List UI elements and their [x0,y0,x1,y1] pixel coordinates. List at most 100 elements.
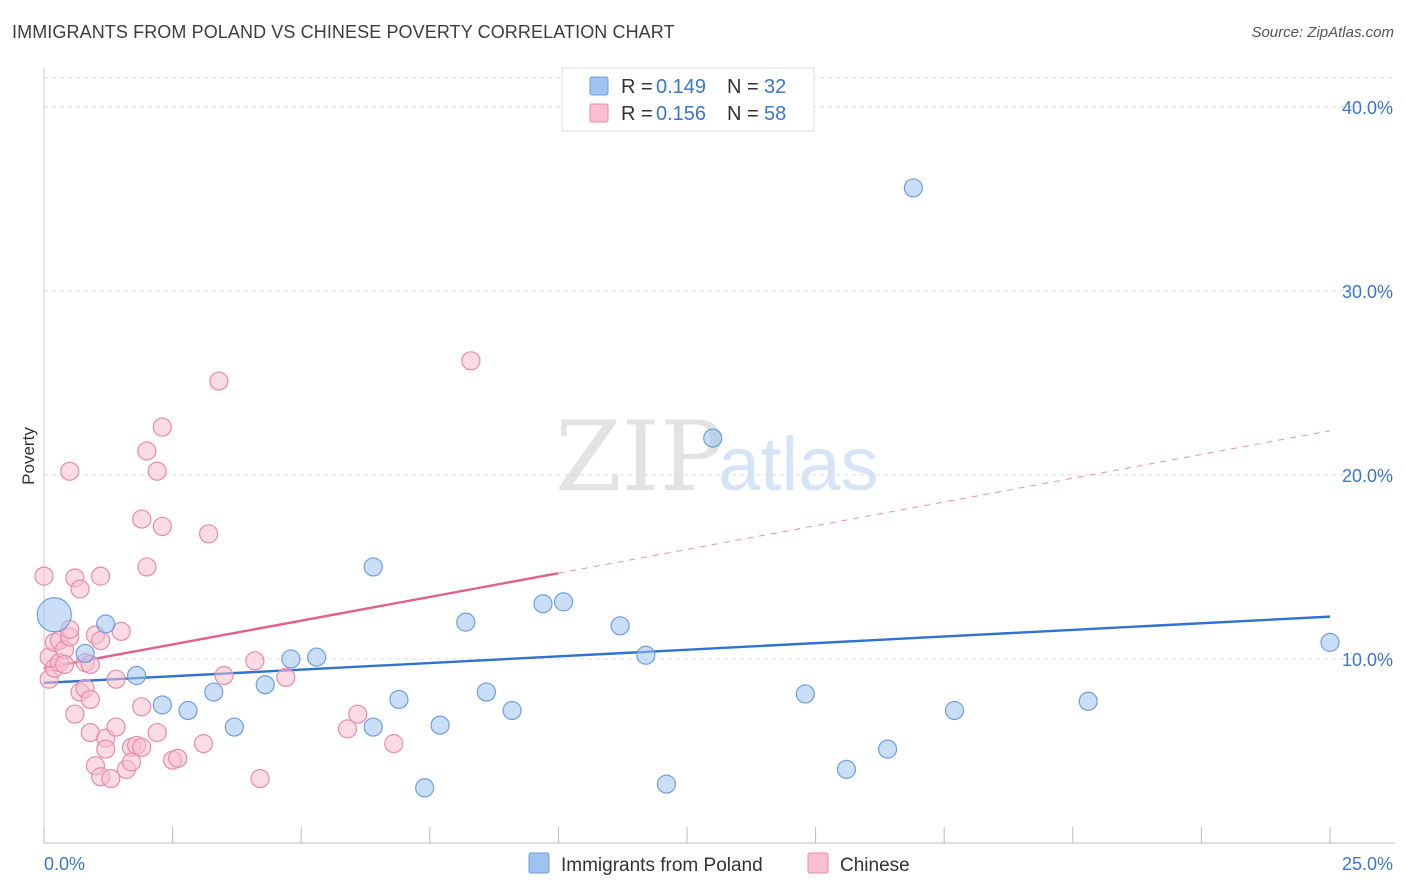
point-chinese [111,621,131,641]
point-poland [363,557,383,577]
point-chinese [34,566,54,586]
tick-labels: 10.0% 20.0% 30.0% 40.0% 0.0% 25.0% [44,98,1393,874]
series-legend-swatch-chinese [807,852,829,874]
point-chinese [132,737,152,757]
gridlines [44,77,1395,660]
legend-n-value-chinese: 58 [764,103,786,125]
y-axis-label: Poverty [19,427,38,485]
point-chinese [147,461,167,481]
point-poland [903,178,923,198]
point-poland [307,647,327,667]
point-chinese [168,748,188,768]
y-tick-label: 30.0% [1342,282,1393,302]
x-tick-label: 25.0% [1342,854,1393,874]
point-chinese [152,417,172,437]
point-poland [836,759,857,779]
legend-r-label-chinese: R = [621,103,653,125]
point-poland [363,717,383,737]
point-poland [415,778,435,798]
trend-line-chinese-extension [558,430,1331,574]
point-poland [1320,632,1340,652]
point-chinese [90,566,111,586]
point-poland [75,643,95,664]
point-chinese [147,722,167,743]
legend-r-value-poland: 0.149 [656,76,706,98]
point-poland [795,684,815,704]
point-poland [533,594,553,614]
trend-line-chinese [43,572,559,670]
point-chinese [106,669,126,689]
point-chinese [137,441,157,461]
point-poland [430,715,450,735]
point-chinese [106,717,126,737]
data-points [34,178,1340,798]
point-poland [476,682,496,702]
point-chinese [65,704,85,724]
point-chinese [60,461,80,481]
point-poland [178,700,198,721]
x-tick-label: 0.0% [44,854,85,874]
point-poland [610,616,630,636]
point-poland [553,592,574,612]
axes [43,68,1395,844]
point-poland [636,645,656,665]
stats-legend: R = 0.149 N = 32 R = 0.156 N = 58 [561,67,815,132]
series-legend-swatch-poland [528,852,550,874]
point-chinese [193,734,214,754]
point-chinese [199,524,219,544]
source-label: Source: ZipAtlas.com [1251,24,1394,41]
point-poland [656,774,677,794]
point-chinese [245,651,265,671]
point-chinese [96,739,116,759]
point-poland [878,739,898,759]
point-poland [255,675,275,695]
point-poland [152,695,172,715]
point-chinese [214,665,234,686]
point-poland [1078,691,1098,711]
y-tick-label: 10.0% [1342,650,1393,670]
chart-title: IMMIGRANTS FROM POLAND VS CHINESE POVERT… [12,22,675,42]
point-chinese [90,630,111,651]
point-chinese [132,509,152,529]
series-legend: Immigrants from Poland Chinese [528,852,910,876]
trend-lines [43,430,1331,685]
legend-r-label-poland: R = [621,76,653,98]
point-poland [96,614,116,634]
point-chinese [80,689,100,710]
point-poland [502,700,522,721]
legend-n-label-poland: N = [727,76,759,98]
point-chinese [101,768,121,789]
watermark-zip: ZIP [555,401,724,513]
point-chinese [54,654,75,675]
point-poland [944,700,965,721]
point-chinese [250,768,270,789]
point-chinese [152,516,172,537]
legend-n-value-poland: 32 [764,76,786,98]
point-poland [36,597,72,633]
y-tick-label: 40.0% [1342,98,1393,118]
legend-swatch-poland [589,76,609,96]
point-chinese [70,579,90,599]
point-chinese [132,697,152,717]
y-tick-label: 20.0% [1342,466,1393,486]
point-chinese [137,557,157,577]
trend-line-poland [43,615,1331,685]
point-chinese [276,667,296,687]
point-poland [703,428,723,448]
series-legend-label-poland: Immigrants from Poland [561,855,763,876]
point-poland [224,717,244,737]
point-poland [281,649,301,669]
watermark-atlas: atlas [718,422,879,507]
point-chinese [384,734,404,754]
legend-swatch-chinese [589,103,609,123]
point-chinese [337,719,358,739]
legend-n-label-chinese: N = [727,103,759,125]
point-poland [389,689,409,710]
point-chinese [461,351,481,371]
point-chinese [348,704,368,724]
point-poland [126,665,147,686]
series-legend-label-chinese: Chinese [840,855,910,876]
point-chinese [209,371,229,391]
point-poland [456,612,476,632]
